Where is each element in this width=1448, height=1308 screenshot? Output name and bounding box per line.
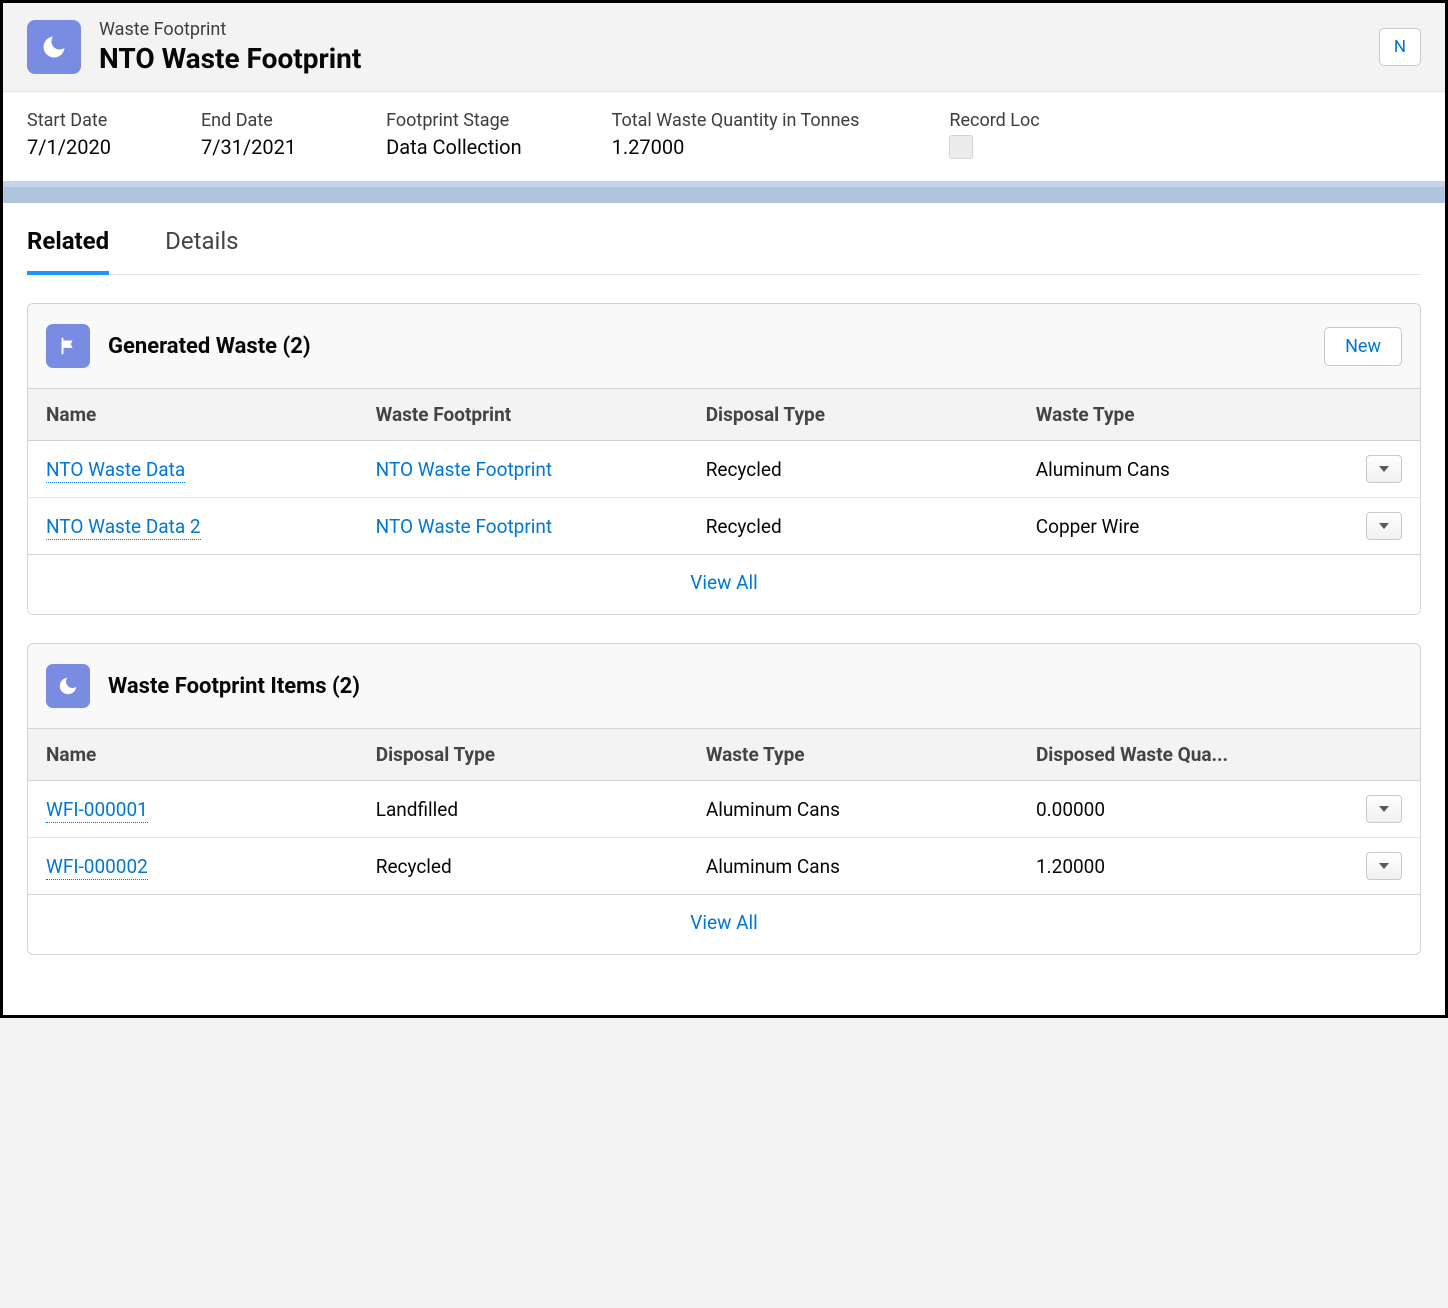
related-list-card: Generated Waste (2) New NameWaste Footprin… — [27, 303, 1421, 615]
page: Waste Footprint NTO Waste Footprint N St… — [0, 0, 1448, 1018]
card-header: Generated Waste (2) New — [28, 304, 1420, 388]
record-name-link[interactable]: WFI-000001 — [46, 798, 148, 823]
card-title: Generated Waste (2) — [108, 334, 311, 359]
view-all-container: View All — [28, 555, 1420, 614]
related-list-table: NameDisposal TypeWaste TypeDisposed Wast… — [28, 728, 1420, 895]
record-name-link[interactable]: NTO Waste Data 2 — [46, 515, 201, 540]
tab-details[interactable]: Details — [165, 227, 238, 274]
flag-icon — [46, 324, 90, 368]
chevron-down-icon — [1378, 521, 1390, 531]
info-label: Start Date — [27, 110, 111, 131]
record-header: Waste Footprint NTO Waste Footprint N — [3, 3, 1445, 91]
cell-value: 1.20000 — [1018, 838, 1348, 895]
info-item: Footprint Stage Data Collection — [386, 110, 521, 159]
cell-value: Recycled — [358, 838, 688, 895]
column-header[interactable]: Name — [28, 389, 358, 441]
table-row: WFI-000002 RecycledAluminum Cans1.20000 — [28, 838, 1420, 895]
moon-icon — [46, 664, 90, 708]
column-header[interactable]: Waste Type — [688, 729, 1018, 781]
header-action-button[interactable]: N — [1379, 28, 1421, 66]
tabs: Related Details — [27, 227, 1421, 275]
header-moon-icon — [27, 20, 81, 74]
record-name-link[interactable]: WFI-000002 — [46, 855, 148, 880]
column-header[interactable]: Name — [28, 729, 358, 781]
view-all-link[interactable]: View All — [690, 571, 757, 594]
info-label: Total Waste Quantity in Tonnes — [612, 110, 860, 131]
row-menu-button[interactable] — [1366, 512, 1402, 540]
row-menu-button[interactable] — [1366, 795, 1402, 823]
chevron-down-icon — [1378, 861, 1390, 871]
info-value: Data Collection — [386, 135, 521, 159]
column-header-actions — [1348, 729, 1420, 781]
record-name-link[interactable]: NTO Waste Data — [46, 458, 185, 483]
cell-value: Recycled — [688, 498, 1018, 555]
info-label: End Date — [201, 110, 296, 131]
info-item: End Date 7/31/2021 — [201, 110, 296, 159]
row-menu-button[interactable] — [1366, 455, 1402, 483]
table-row: NTO Waste Data 2 NTO Waste Footprint Recyc… — [28, 498, 1420, 555]
column-header[interactable]: Waste Footprint — [358, 389, 688, 441]
tab-related[interactable]: Related — [27, 227, 109, 275]
info-value: 7/1/2020 — [27, 135, 111, 159]
table-row: WFI-000001 LandfilledAluminum Cans0.00000 — [28, 781, 1420, 838]
table-row: NTO Waste Data NTO Waste Footprint Recycle… — [28, 441, 1420, 498]
info-value: 7/31/2021 — [201, 135, 296, 159]
cell-value: Aluminum Cans — [688, 838, 1018, 895]
view-all-container: View All — [28, 895, 1420, 954]
info-bar: Start Date 7/1/2020 End Date 7/31/2021 Footp… — [3, 91, 1445, 181]
cell-value: Copper Wire — [1018, 498, 1348, 555]
object-label: Waste Footprint — [99, 19, 361, 40]
chevron-down-icon — [1378, 804, 1390, 814]
cell-value: Landfilled — [358, 781, 688, 838]
info-label: Record Loc — [949, 110, 1039, 131]
record-title: NTO Waste Footprint — [99, 42, 361, 75]
column-header-actions — [1348, 389, 1420, 441]
info-item: Start Date 7/1/2020 — [27, 110, 111, 159]
view-all-link[interactable]: View All — [690, 911, 757, 934]
info-item: Total Waste Quantity in Tonnes 1.27000 — [612, 110, 860, 159]
related-list-card: Waste Footprint Items (2) NameDisposal Ty… — [27, 643, 1421, 955]
row-menu-button[interactable] — [1366, 852, 1402, 880]
column-header[interactable]: Disposed Waste Qua... — [1018, 729, 1348, 781]
cell-value: Aluminum Cans — [1018, 441, 1348, 498]
header-text: Waste Footprint NTO Waste Footprint — [99, 19, 361, 75]
related-link[interactable]: NTO Waste Footprint — [376, 458, 552, 481]
card-header: Waste Footprint Items (2) — [28, 644, 1420, 728]
cell-value: 0.00000 — [1018, 781, 1348, 838]
new-button[interactable]: New — [1324, 327, 1402, 366]
card-title: Waste Footprint Items (2) — [108, 674, 360, 699]
column-header[interactable]: Disposal Type — [358, 729, 688, 781]
related-list-table: NameWaste FootprintDisposal TypeWaste Ty… — [28, 388, 1420, 555]
record-lock-checkbox[interactable] — [949, 135, 973, 159]
info-label: Footprint Stage — [386, 110, 521, 131]
info-item: Record Loc — [949, 110, 1039, 159]
chevron-down-icon — [1378, 464, 1390, 474]
column-header[interactable]: Disposal Type — [688, 389, 1018, 441]
divider-bar — [3, 181, 1445, 203]
info-value: 1.27000 — [612, 135, 860, 159]
column-header[interactable]: Waste Type — [1018, 389, 1348, 441]
cell-value: Recycled — [688, 441, 1018, 498]
cell-value: Aluminum Cans — [688, 781, 1018, 838]
related-link[interactable]: NTO Waste Footprint — [376, 515, 552, 538]
content: Related Details Generated Waste (2) New Nam… — [3, 203, 1445, 1015]
header-action-label: N — [1394, 37, 1406, 57]
